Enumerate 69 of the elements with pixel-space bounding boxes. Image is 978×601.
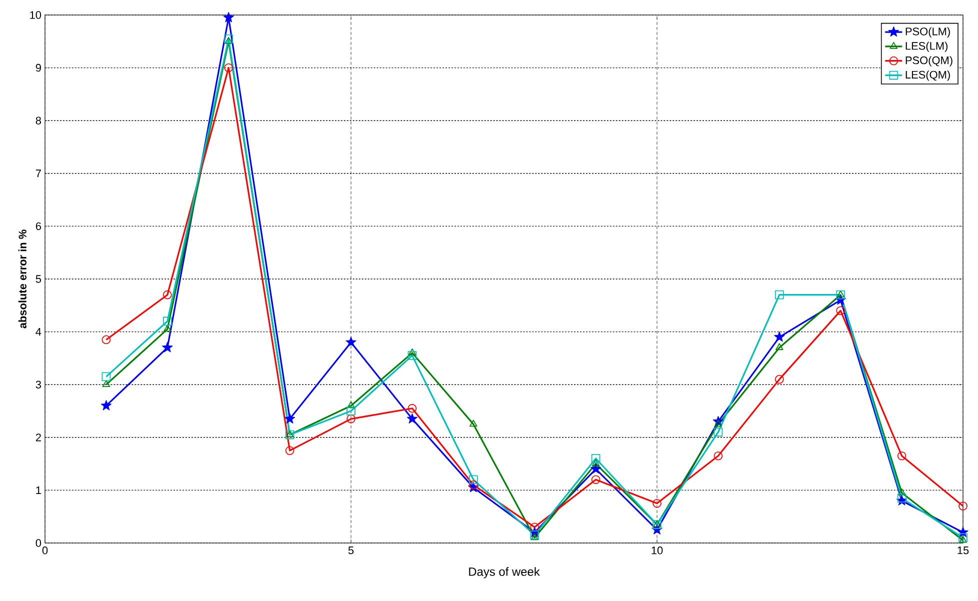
point — [224, 34, 234, 44]
point — [714, 428, 723, 437]
point — [346, 336, 356, 348]
point — [958, 533, 968, 542]
point — [898, 488, 906, 496]
y-tick-label: 9 — [36, 64, 41, 72]
point — [530, 533, 539, 540]
y-tick-label: 8 — [36, 116, 41, 124]
legend-label: PSO(LM) — [906, 27, 950, 38]
y-tick-label: 10 — [30, 11, 42, 19]
point — [774, 374, 784, 384]
point — [408, 348, 416, 356]
y-axis-title: absolute error in % — [18, 230, 26, 328]
y-tick-label: 3 — [36, 380, 41, 388]
point — [958, 526, 968, 538]
point — [102, 380, 110, 388]
point — [223, 12, 234, 22]
point — [346, 414, 356, 424]
point — [100, 400, 112, 410]
point — [468, 475, 478, 484]
x-tick-label: 0 — [42, 546, 48, 554]
point — [224, 36, 232, 44]
point — [162, 290, 172, 300]
y-tick-label: 6 — [36, 222, 41, 230]
point — [164, 324, 172, 332]
y-tick-label: 7 — [36, 170, 41, 178]
point — [714, 420, 722, 427]
point — [958, 502, 968, 510]
point — [530, 522, 540, 532]
x-tick-label: 15 — [958, 546, 969, 554]
point — [162, 316, 172, 326]
point — [592, 459, 600, 466]
point — [470, 420, 478, 427]
y-tick-label: 0 — [36, 539, 42, 547]
point — [836, 306, 846, 316]
point — [346, 406, 356, 416]
legend-label: LES(QM) — [906, 70, 950, 81]
point — [406, 413, 418, 424]
legend-label: PSO(QM) — [906, 56, 952, 66]
point — [897, 494, 906, 503]
point — [102, 335, 111, 344]
point — [590, 463, 602, 474]
point — [774, 290, 784, 300]
point — [776, 343, 784, 350]
point — [652, 498, 662, 508]
legend-label: LES(LM) — [906, 42, 948, 52]
point — [347, 401, 355, 408]
point — [285, 446, 294, 456]
point — [224, 63, 234, 72]
point — [591, 454, 600, 463]
point — [530, 530, 540, 540]
y-tick-label: 5 — [36, 275, 42, 283]
point — [162, 342, 173, 352]
point — [284, 413, 296, 424]
y-tick-label: 2 — [36, 434, 41, 442]
point — [897, 451, 906, 460]
point — [714, 451, 723, 460]
x-axis-title: Days of week — [469, 567, 540, 578]
y-tick-label: 4 — [36, 328, 42, 336]
x-tick-label: 5 — [348, 546, 354, 554]
point — [408, 404, 417, 413]
point — [959, 536, 967, 543]
y-tick-label: 1 — [36, 486, 41, 494]
point — [468, 480, 478, 490]
point — [102, 372, 111, 382]
point — [774, 331, 785, 342]
x-tick-label: 10 — [652, 546, 663, 554]
point — [591, 475, 600, 484]
point — [408, 351, 417, 360]
